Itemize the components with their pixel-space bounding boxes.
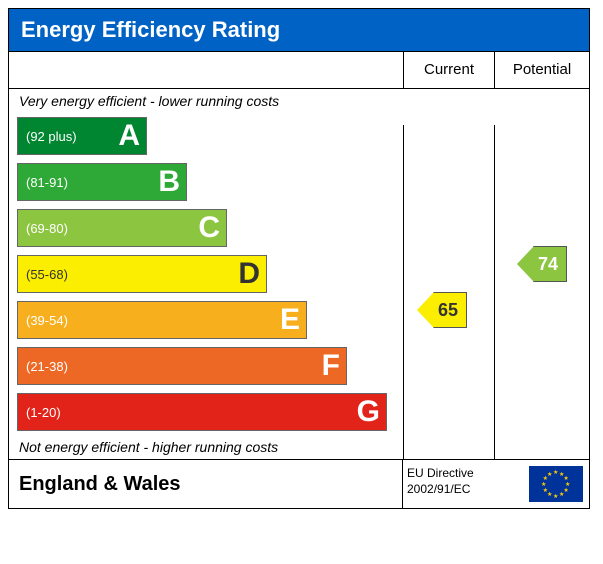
band-row-c: (69-80) C: [9, 205, 589, 251]
eu-star-icon: ★: [547, 471, 552, 478]
rating-current-value: 65: [438, 300, 458, 321]
band-bar-a: (92 plus) A: [17, 117, 147, 155]
eu-flag-icon: ★★★★★★★★★★★★: [529, 466, 583, 502]
header-spacer: [9, 52, 404, 88]
epc-chart: Energy Efficiency Rating Current Potenti…: [8, 8, 590, 509]
band-row-b: (81-91) B: [9, 159, 589, 205]
band-bar-f: (21-38) F: [17, 347, 347, 385]
band-range-f: (21-38): [26, 359, 68, 374]
chart-body: Current Potential Very energy efficient …: [9, 51, 589, 459]
divider-potential: [494, 125, 495, 459]
directive-line-2: 2002/91/EC: [407, 482, 519, 498]
rating-pointer-current: 65: [433, 292, 467, 328]
caption-bottom: Not energy efficient - higher running co…: [9, 435, 403, 459]
band-row-a: (92 plus) A: [9, 113, 589, 159]
band-letter-b: B: [158, 167, 180, 197]
band-range-e: (39-54): [26, 313, 68, 328]
chart-footer: England & Wales EU Directive 2002/91/EC …: [9, 459, 589, 508]
band-letter-a: A: [118, 121, 140, 151]
band-range-a: (92 plus): [26, 129, 77, 144]
band-row-d: (55-68) D: [9, 251, 589, 297]
directive-line-1: EU Directive: [407, 466, 519, 482]
caption-top: Very energy efficient - lower running co…: [9, 89, 403, 113]
band-range-d: (55-68): [26, 267, 68, 282]
band-letter-d: D: [238, 259, 260, 289]
band-bar-b: (81-91) B: [17, 163, 187, 201]
rating-pointer-potential: 74: [533, 246, 567, 282]
band-range-b: (81-91): [26, 175, 68, 190]
footer-region: England & Wales: [9, 460, 403, 508]
bands-area: Very energy efficient - lower running co…: [9, 89, 589, 459]
band-row-g: (1-20) G: [9, 389, 589, 435]
band-bar-d: (55-68) D: [17, 255, 267, 293]
eu-star-icon: ★: [553, 493, 558, 500]
header-current: Current: [404, 52, 495, 88]
band-letter-e: E: [280, 305, 300, 335]
eu-star-icon: ★: [559, 491, 564, 498]
column-header-row: Current Potential: [9, 52, 589, 89]
footer-flag-cell: ★★★★★★★★★★★★: [523, 460, 589, 508]
band-bar-g: (1-20) G: [17, 393, 387, 431]
header-potential: Potential: [495, 52, 589, 88]
eu-star-icon: ★: [541, 481, 546, 488]
band-bar-e: (39-54) E: [17, 301, 307, 339]
band-row-e: (39-54) E: [9, 297, 589, 343]
band-range-g: (1-20): [26, 405, 61, 420]
band-bar-c: (69-80) C: [17, 209, 227, 247]
eu-star-icon: ★: [553, 469, 558, 476]
band-range-c: (69-80): [26, 221, 68, 236]
band-letter-g: G: [357, 397, 380, 427]
band-letter-c: C: [198, 213, 220, 243]
chart-title: Energy Efficiency Rating: [9, 9, 589, 51]
footer-directive: EU Directive 2002/91/EC: [403, 460, 523, 508]
band-letter-f: F: [322, 351, 340, 381]
divider-current: [403, 125, 404, 459]
band-row-f: (21-38) F: [9, 343, 589, 389]
eu-star-icon: ★: [543, 487, 548, 494]
rating-potential-value: 74: [538, 254, 558, 275]
